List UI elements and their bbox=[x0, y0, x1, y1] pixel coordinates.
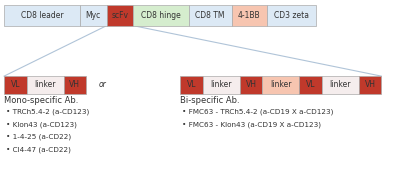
Text: CD8 leader: CD8 leader bbox=[21, 11, 63, 20]
Text: CD8 hinge: CD8 hinge bbox=[141, 11, 180, 20]
Text: 4-1BB: 4-1BB bbox=[237, 11, 260, 20]
Bar bbox=[358, 76, 380, 94]
Text: linker: linker bbox=[270, 81, 291, 89]
Text: VH: VH bbox=[69, 81, 80, 89]
Text: • TRCh5.4-2 (a-CD123): • TRCh5.4-2 (a-CD123) bbox=[6, 108, 89, 115]
Bar bbox=[239, 76, 262, 94]
Text: • FMC63 - Klon43 (a-CD19 X a-CD123): • FMC63 - Klon43 (a-CD19 X a-CD123) bbox=[182, 121, 321, 128]
Text: VH: VH bbox=[245, 81, 256, 89]
Text: scFv: scFv bbox=[111, 11, 128, 20]
Bar bbox=[231, 5, 266, 26]
Bar bbox=[106, 5, 133, 26]
Bar bbox=[27, 76, 63, 94]
Text: • FMC63 - TRCh5.4-2 (a-CD19 X a-CD123): • FMC63 - TRCh5.4-2 (a-CD19 X a-CD123) bbox=[182, 108, 333, 115]
Text: or: or bbox=[99, 81, 106, 89]
Bar bbox=[266, 5, 315, 26]
Text: linker: linker bbox=[210, 81, 231, 89]
Bar bbox=[299, 76, 321, 94]
Text: • Klon43 (a-CD123): • Klon43 (a-CD123) bbox=[6, 121, 77, 128]
Text: VH: VH bbox=[364, 81, 375, 89]
Bar bbox=[133, 5, 188, 26]
Text: CD3 zeta: CD3 zeta bbox=[273, 11, 308, 20]
Bar bbox=[202, 76, 239, 94]
Text: VL: VL bbox=[11, 81, 20, 89]
Text: Mono-specific Ab.: Mono-specific Ab. bbox=[4, 96, 78, 105]
Bar bbox=[321, 76, 358, 94]
Bar bbox=[180, 76, 202, 94]
Bar bbox=[262, 76, 299, 94]
Bar bbox=[63, 76, 86, 94]
Text: VL: VL bbox=[187, 81, 196, 89]
Bar bbox=[80, 5, 106, 26]
Text: VL: VL bbox=[305, 81, 315, 89]
Text: linker: linker bbox=[34, 81, 56, 89]
Text: linker: linker bbox=[329, 81, 350, 89]
Text: Bi-specific Ab.: Bi-specific Ab. bbox=[180, 96, 239, 105]
Bar bbox=[4, 5, 80, 26]
Text: • 1-4-25 (a-CD22): • 1-4-25 (a-CD22) bbox=[6, 134, 71, 140]
Text: • Cl4-47 (a-CD22): • Cl4-47 (a-CD22) bbox=[6, 147, 71, 153]
Bar bbox=[4, 76, 27, 94]
Bar bbox=[188, 5, 231, 26]
Text: CD8 TM: CD8 TM bbox=[195, 11, 224, 20]
Text: Myc: Myc bbox=[85, 11, 101, 20]
